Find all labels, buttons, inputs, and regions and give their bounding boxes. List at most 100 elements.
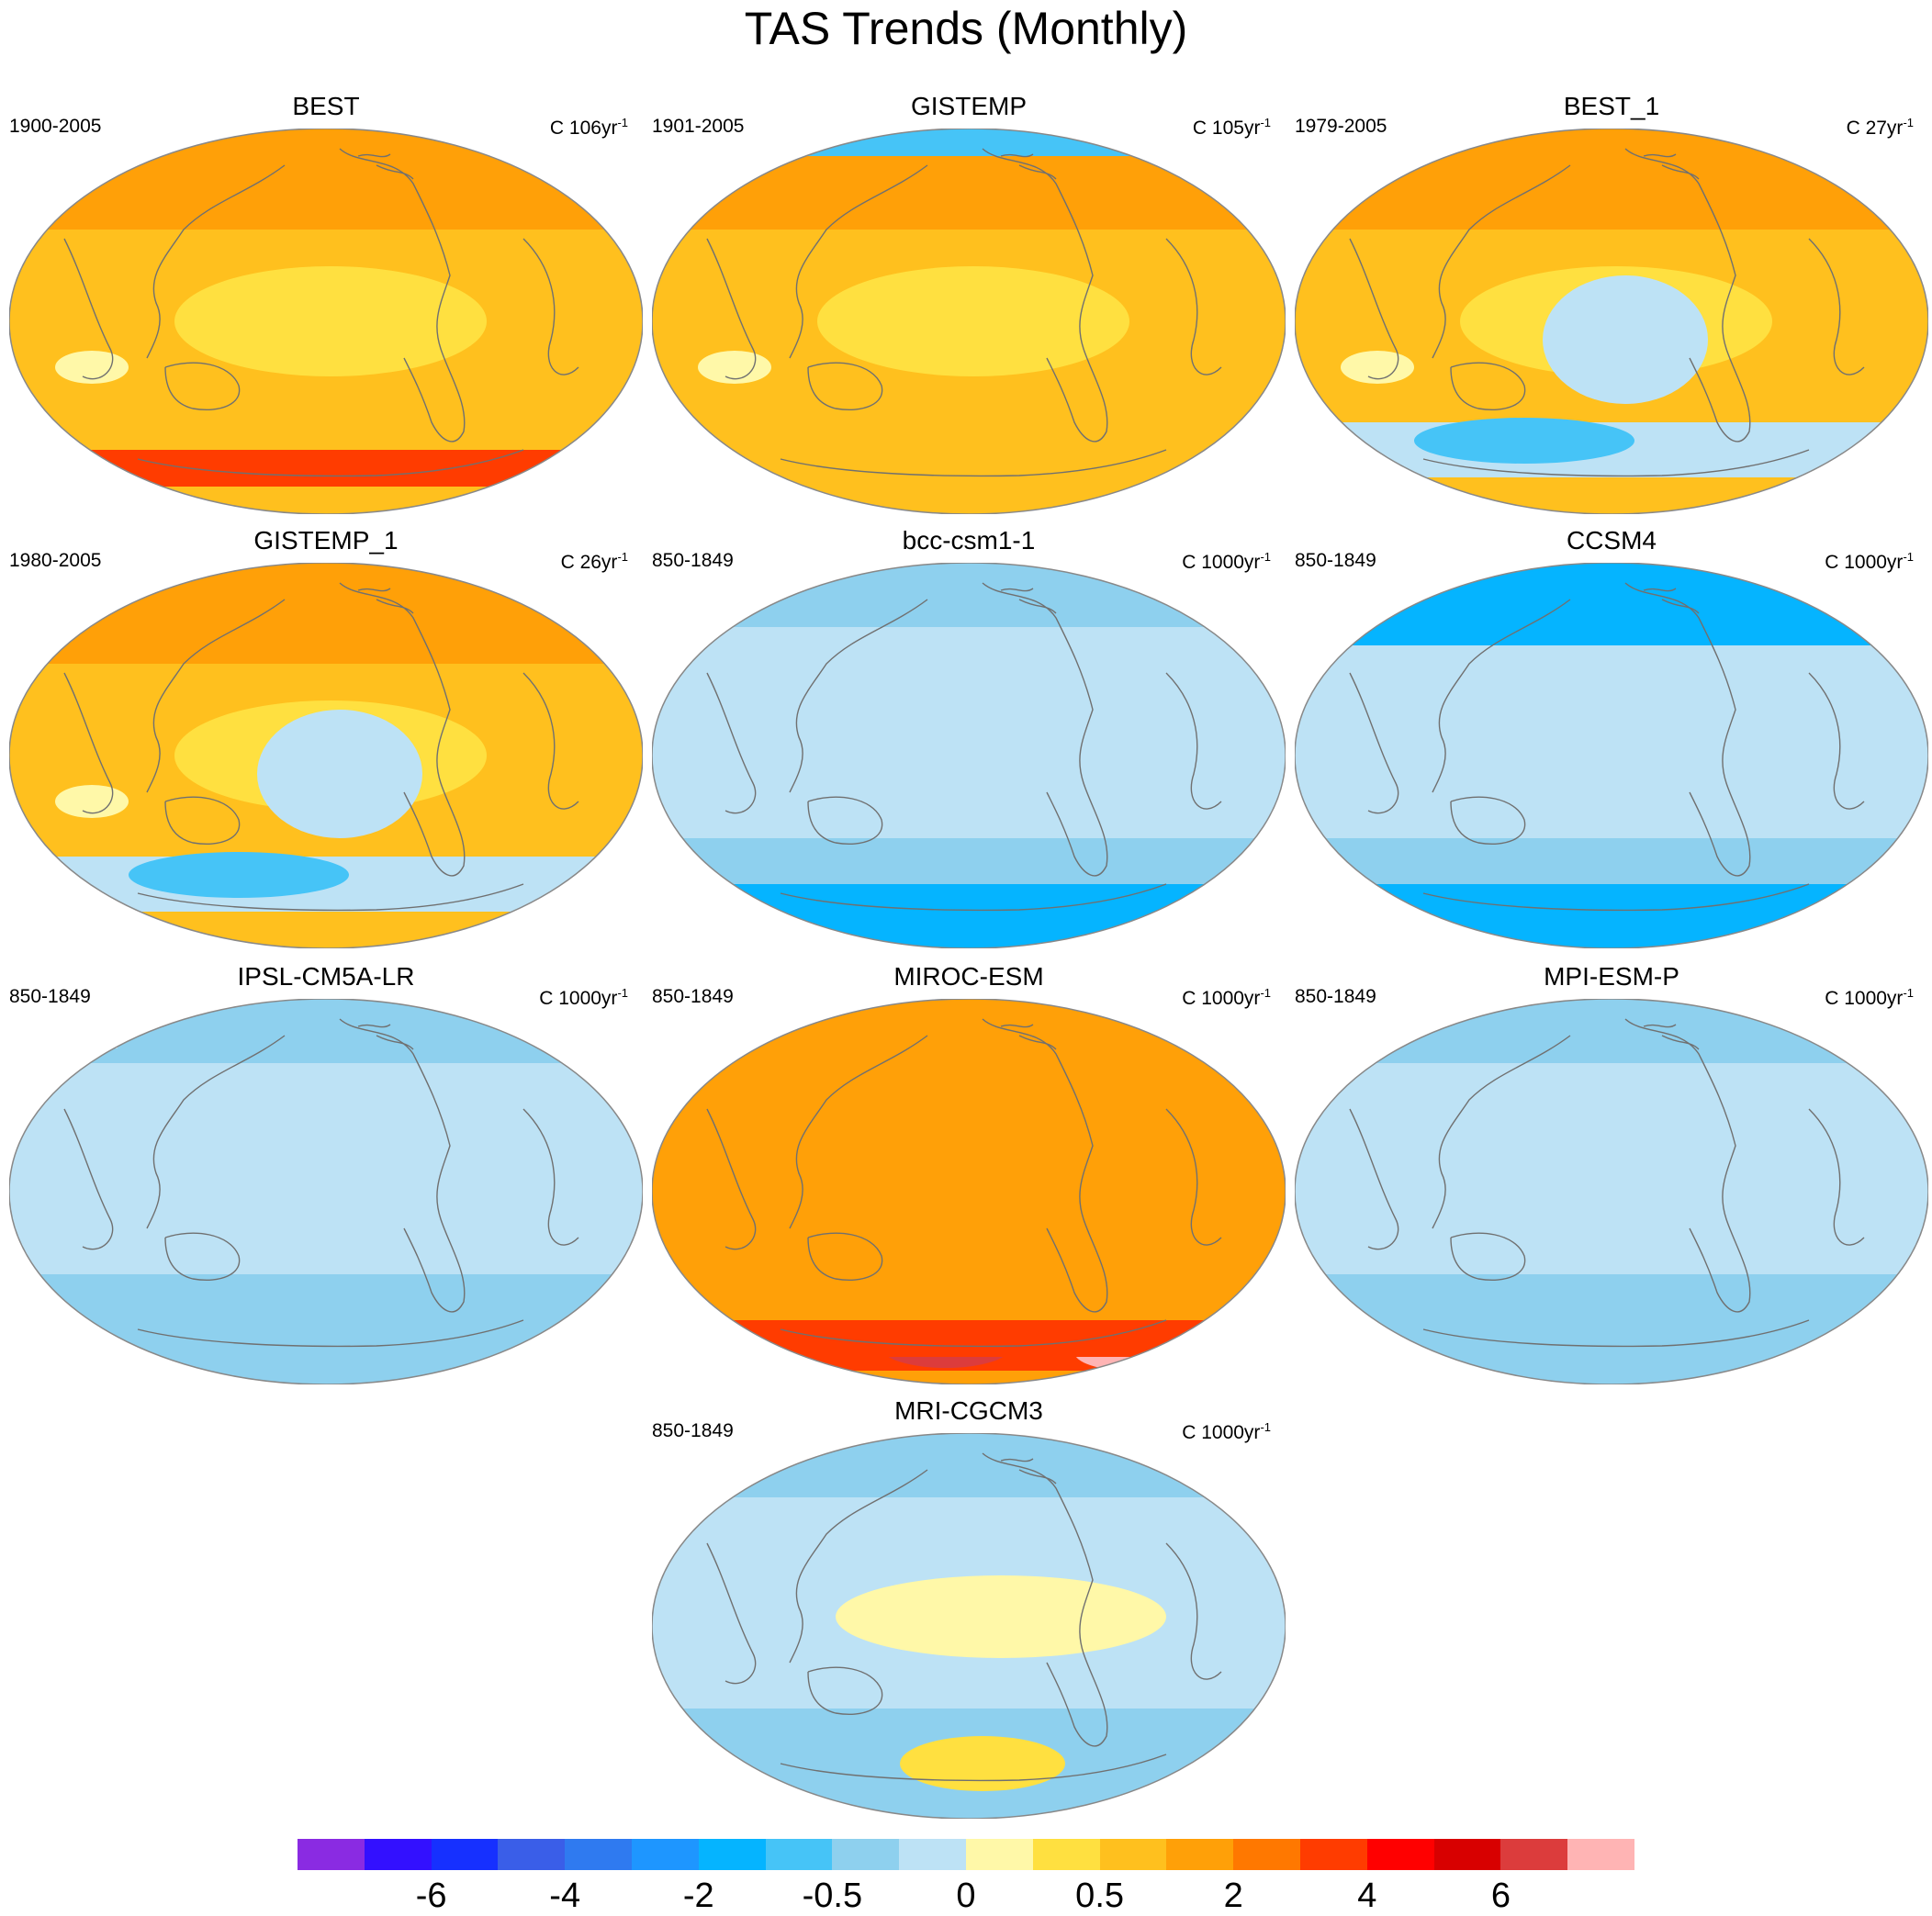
panel-units: C 1000yr-1 — [1182, 1420, 1271, 1444]
coastline — [982, 582, 1108, 877]
panel-period: 1900-2005 — [9, 116, 102, 137]
panel-title: GISTEMP_1 — [253, 526, 399, 555]
coastline — [1432, 1035, 1571, 1229]
colorbar-tick-label: -6 — [415, 1877, 447, 1915]
coastline — [164, 362, 241, 410]
panel-period: 850-1849 — [652, 1420, 734, 1441]
field-south-band — [652, 1320, 1286, 1357]
coastline — [789, 1469, 928, 1664]
field-patch — [698, 351, 771, 384]
coastline — [357, 153, 414, 180]
units-exponent: -1 — [1903, 550, 1914, 564]
coastline — [1349, 672, 1399, 814]
coastline — [1422, 883, 1810, 912]
trend-map — [1295, 129, 1928, 514]
units-text: C 1000yr — [1825, 552, 1904, 573]
trend-map — [652, 563, 1286, 948]
coastline — [780, 1319, 1167, 1348]
coastline — [146, 599, 286, 793]
units-exponent: -1 — [617, 550, 628, 564]
coastline — [780, 883, 1167, 912]
panel-units: C 27yr-1 — [1847, 116, 1914, 140]
colorbar-swatch — [1233, 1839, 1300, 1870]
colorbar-swatch — [431, 1839, 499, 1870]
panel-units: C 1000yr-1 — [1182, 986, 1271, 1010]
map-field — [9, 563, 643, 948]
coastline — [164, 796, 241, 845]
coastline — [789, 1035, 928, 1229]
field-north-band — [9, 129, 643, 230]
coastline — [807, 1666, 883, 1715]
panel-title: bcc-csm1-1 — [902, 526, 1036, 555]
coastline — [1450, 362, 1526, 410]
units-text: C 1000yr — [1825, 988, 1904, 1009]
coastline — [522, 238, 579, 375]
colorbar-swatch — [698, 1839, 766, 1870]
field-tropical-patch — [817, 266, 1129, 376]
panel-period: 850-1849 — [652, 986, 734, 1007]
panel-period: 850-1849 — [9, 986, 91, 1007]
map-outline — [1295, 999, 1928, 1384]
coastline — [1624, 582, 1751, 877]
map-outline — [9, 129, 643, 514]
units-text: C 1000yr — [1182, 552, 1261, 573]
units-text: C 1000yr — [1182, 1422, 1261, 1443]
field-north-band — [1295, 129, 1928, 230]
coastline — [63, 1108, 114, 1250]
units-exponent: -1 — [1903, 116, 1914, 129]
units-text: C 106yr — [549, 118, 618, 139]
coastline — [1000, 1458, 1057, 1485]
coastline — [807, 1232, 883, 1281]
field-tropical-patch — [174, 266, 487, 376]
trend-map — [1295, 999, 1928, 1384]
colorbar-swatch — [498, 1839, 566, 1870]
map-field — [652, 999, 1286, 1384]
map-outline — [652, 1433, 1286, 1819]
coastline — [1450, 796, 1526, 845]
trend-map — [9, 999, 643, 1384]
field-warm-patch — [836, 1575, 1166, 1658]
trend-map — [652, 129, 1286, 514]
map-panel-ipsl-cm5a-lr: IPSL-CM5A-LR 850-1849 C 1000yr-1 — [9, 962, 643, 1394]
field-warm-patch — [900, 1736, 1065, 1791]
panel-units: C 105yr-1 — [1193, 116, 1271, 140]
coastline — [1000, 153, 1057, 180]
coastline — [1000, 1024, 1057, 1050]
coastline — [807, 796, 883, 845]
colorbar-tick-label: 2 — [1223, 1877, 1243, 1915]
coastline — [1422, 1319, 1810, 1348]
units-text: C 105yr — [1192, 118, 1261, 139]
colorbar-tick-label: -4 — [549, 1877, 581, 1915]
map-outline — [9, 999, 643, 1384]
coastline — [357, 588, 414, 614]
panel-period: 850-1849 — [1295, 986, 1376, 1007]
panel-period: 850-1849 — [1295, 550, 1376, 571]
coastline — [982, 1452, 1108, 1747]
panel-period: 1901-2005 — [652, 116, 745, 137]
map-outline — [652, 563, 1286, 948]
colorbar-swatch — [565, 1839, 632, 1870]
colorbar-tick-label: 4 — [1357, 1877, 1377, 1915]
coastline — [137, 449, 524, 477]
coastline — [789, 164, 928, 359]
map-outline — [652, 129, 1286, 514]
coastline — [807, 362, 883, 410]
panel-title: BEST_1 — [1563, 92, 1660, 120]
coastline — [137, 883, 524, 912]
coastline — [1349, 238, 1399, 380]
coastline — [706, 238, 757, 380]
map-outline — [652, 999, 1286, 1384]
field-north-band — [1295, 563, 1928, 645]
map-panel-best_1: BEST_1 1979-2005 C 27yr-1 — [1295, 92, 1928, 523]
field-cool-patch — [129, 852, 349, 898]
coastline — [339, 582, 466, 877]
coastline — [780, 1754, 1167, 1782]
panel-title: BEST — [292, 92, 360, 120]
panel-units: C 1000yr-1 — [1825, 986, 1914, 1010]
map-panel-miroc-esm: MIROC-ESM 850-1849 C 1000yr-1 — [652, 962, 1286, 1394]
panel-title: MPI-ESM-P — [1544, 962, 1679, 991]
units-text: C 1000yr — [1182, 988, 1261, 1009]
coastline — [1000, 588, 1057, 614]
units-exponent: -1 — [1260, 986, 1271, 1000]
map-outline — [9, 563, 643, 948]
